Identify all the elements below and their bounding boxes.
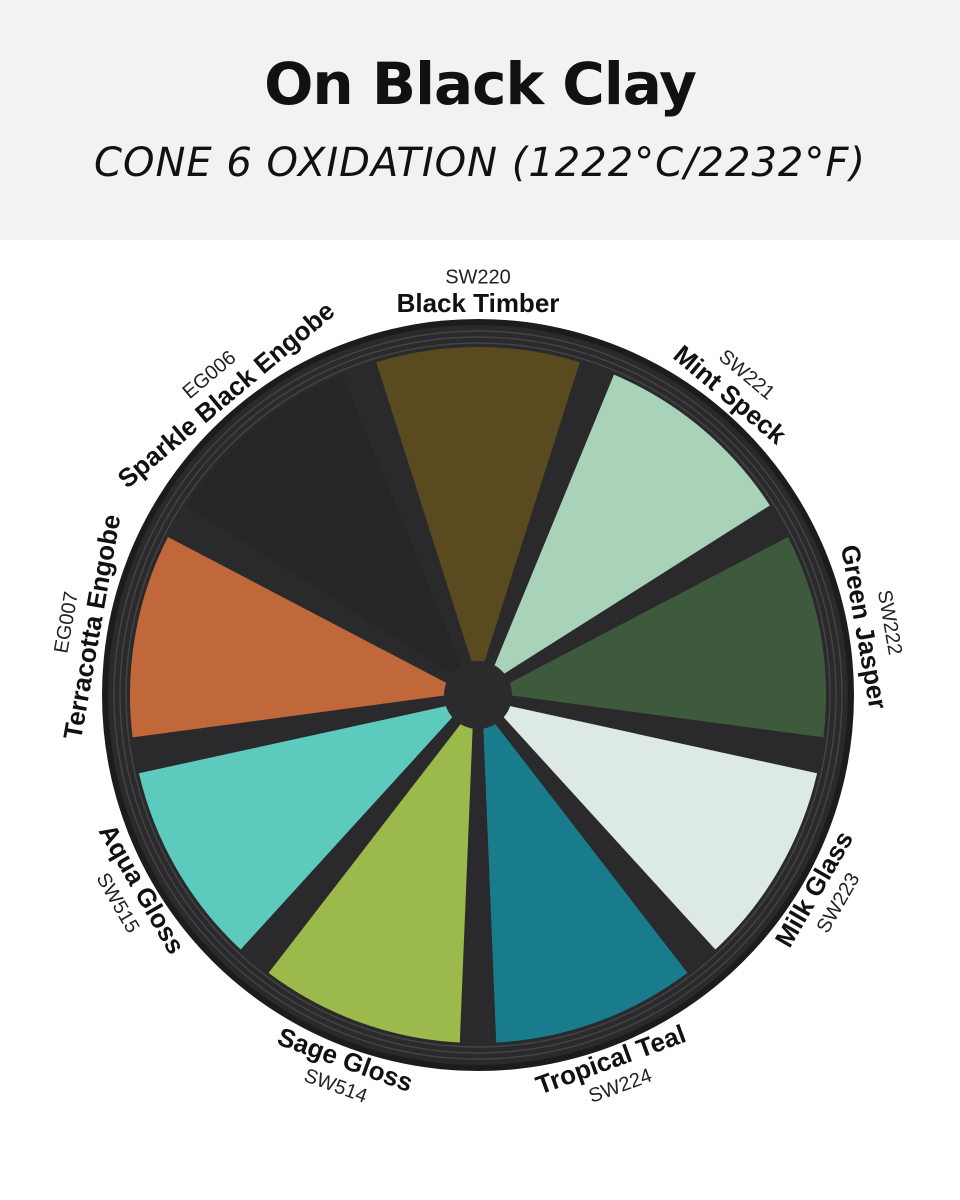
glaze-wedge (483, 720, 688, 1043)
glaze-wedge (186, 374, 463, 676)
glaze-code: SW220 (445, 266, 511, 288)
glaze-wedge (268, 720, 473, 1043)
plate-center (444, 661, 512, 729)
glaze-wedge (500, 705, 818, 950)
rim-ring (125, 342, 831, 1048)
glaze-wedge (138, 705, 456, 950)
glaze-name: Black Timber (397, 288, 560, 318)
glaze-wedge (130, 537, 450, 738)
page-subtitle: CONE 6 OXIDATION (1222°C/2232°F) (94, 140, 866, 186)
glaze-wedge (376, 347, 580, 666)
header: On Black Clay CONE 6 OXIDATION (1222°C/2… (0, 0, 960, 240)
page-title: On Black Clay (264, 50, 697, 118)
rim-ring (119, 336, 837, 1054)
rim-ring (113, 330, 843, 1060)
glaze-wedge (493, 374, 770, 676)
glaze-wedge (506, 537, 826, 738)
